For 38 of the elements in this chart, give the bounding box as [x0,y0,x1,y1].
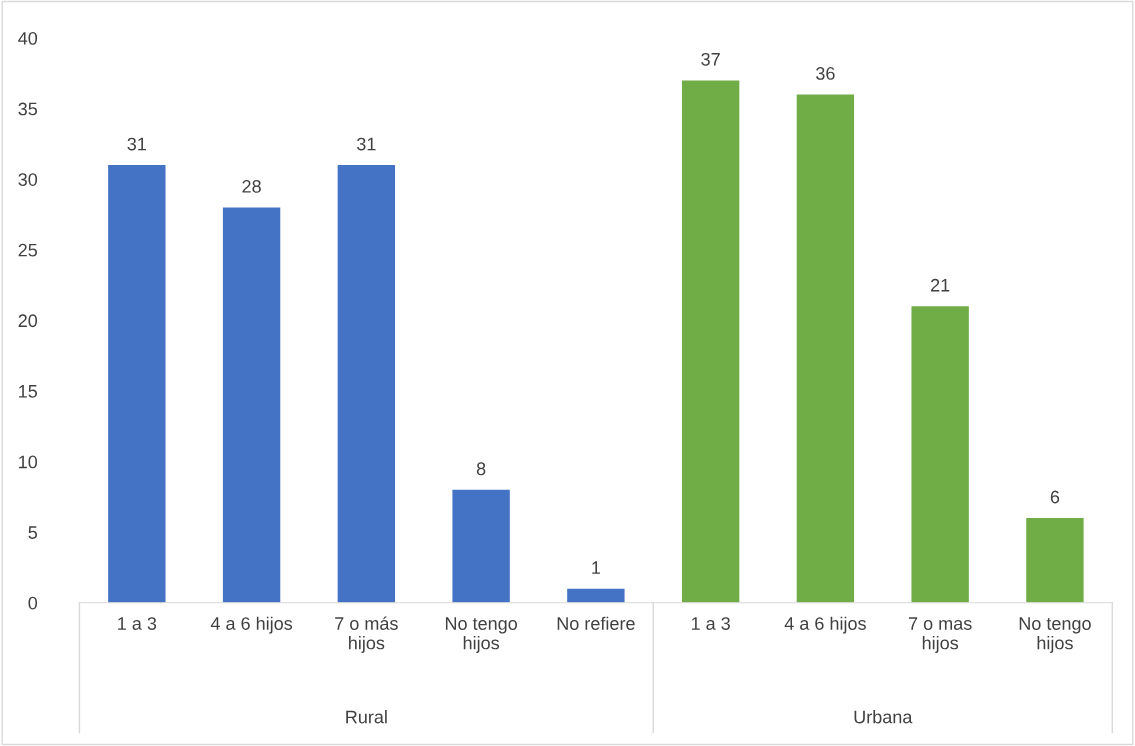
y-tick-label: 10 [19,455,38,469]
data-label: 31 [357,137,376,151]
x-tick-label: 7 o más hijos [335,616,398,653]
y-tick-label: 5 [28,526,38,539]
bar [222,207,281,603]
x-tick-label: No tengo hijos [1019,617,1091,653]
y-tick-label: 15 [19,385,38,398]
text: Rural [346,710,387,724]
x-tick-label: 1 a 3 [118,617,157,630]
y-tick-label: 25 [18,243,38,257]
data-label: 36 [816,67,835,80]
bar [796,94,855,603]
x-tick-label: 4 a 6 hijos [210,616,293,634]
data-label: 31 [127,137,146,151]
y-tick-label: 20 [18,314,38,328]
data-label: 1 [592,561,601,574]
y-tick-label: 0 [28,596,38,610]
bar [567,588,625,603]
bar [108,165,166,603]
text: Urbana [854,710,913,724]
x-tick-label: 4 a 6 hijos [784,616,866,634]
x-tick-label: No refiere [557,616,635,630]
y-tick-label: 35 [18,102,38,116]
x-tick-label: No tengo hijos [445,617,517,653]
x-tick-label: 1 a 3 [691,617,730,630]
y-tick-label: 40 [18,31,38,45]
data-label: 37 [701,52,720,66]
x-tick-label: 7 o mas hijos [908,617,972,653]
data-label: 8 [476,462,486,476]
data-label: 28 [242,180,261,193]
bar [337,165,396,603]
data-label: 21 [931,278,950,292]
bar [1026,518,1084,603]
y-tick-label: 30 [18,173,38,186]
bar [452,489,510,603]
data-label: 6 [1050,490,1060,504]
bar [911,306,969,603]
bar [681,80,740,603]
